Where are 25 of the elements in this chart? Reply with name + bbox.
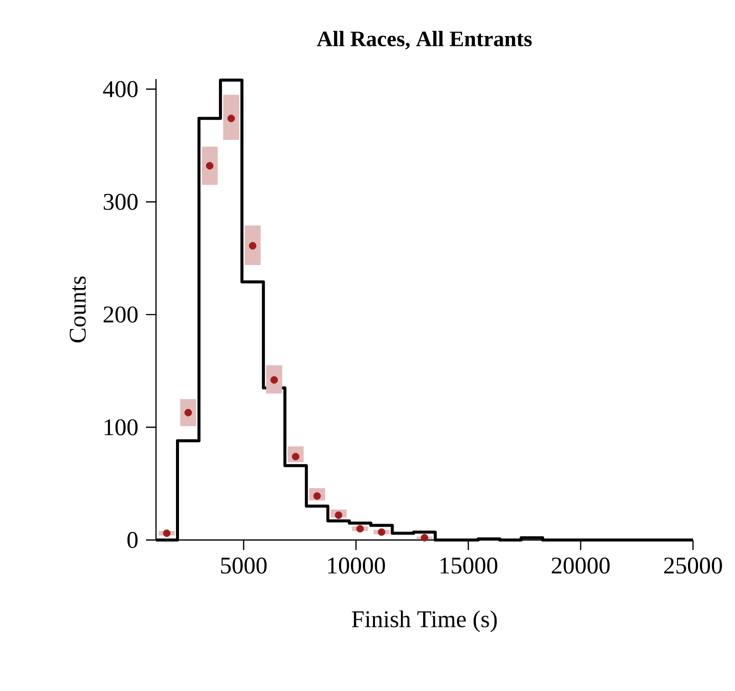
x-tick-label: 15000 [440,558,498,574]
point [227,114,235,122]
point [334,511,342,519]
x-tick-label: 20000 [552,558,610,574]
x-tick-label: 25000 [664,558,722,574]
point [356,524,364,532]
chart-title: All Races, All Entrants [316,30,532,50]
point [313,492,321,500]
point [378,528,386,536]
point [184,408,192,416]
x-tick-label: 5000 [221,558,267,574]
y-tick-label: 400 [103,81,138,98]
x-tick-label: 10000 [328,558,385,574]
point [420,534,428,542]
point [270,376,278,384]
x-axis-title: Finish Time (s) [352,610,497,632]
y-tick-label: 100 [104,419,138,436]
point [163,529,170,537]
y-tick-label: 200 [104,306,138,323]
point [248,242,256,250]
point [292,452,300,460]
y-tick-label: 300 [104,194,138,210]
y-tick-label: 0 [127,532,138,548]
point [206,162,214,170]
y-axis-title: Counts [70,276,86,342]
